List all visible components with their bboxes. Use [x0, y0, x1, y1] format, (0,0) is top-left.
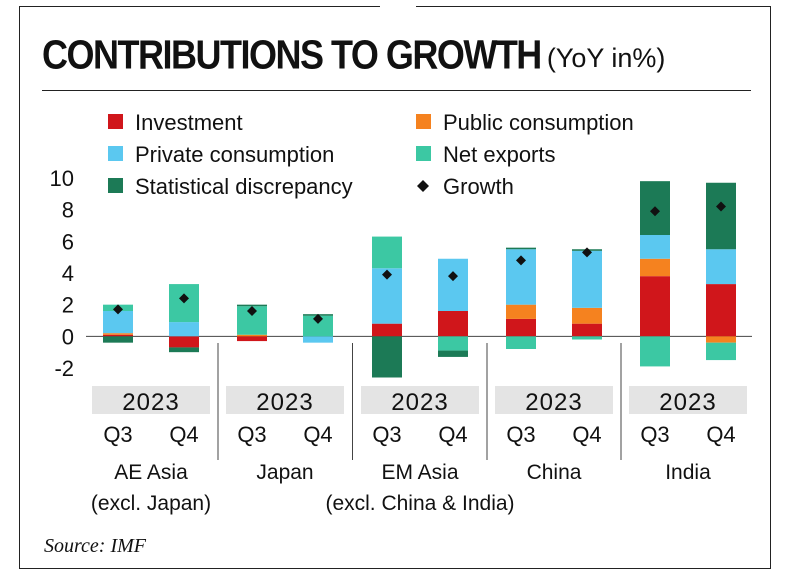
legend-swatch-statistical_discrepancy: [108, 178, 123, 193]
legend-marker-growth: [417, 180, 429, 192]
bar-segment-public_consumption: [103, 333, 133, 335]
bar-segment-investment: [506, 318, 536, 337]
bar-segment-public_consumption: [640, 258, 670, 277]
bar-segment-investment: [572, 323, 602, 337]
bar-segment-investment: [237, 336, 267, 342]
group-label: India: [665, 461, 711, 484]
bar-segment-public_consumption: [706, 336, 736, 343]
quarter-label: Q4: [303, 422, 332, 447]
chart-title-main: CONTRIBUTIONS TO GROWTH: [42, 31, 542, 78]
year-label: 2023: [659, 389, 716, 416]
bar-segment-net_exports: [372, 236, 402, 269]
bar-segment-net_exports: [303, 315, 333, 337]
year-band: [226, 386, 344, 414]
year-label: 2023: [122, 389, 179, 416]
legend-label-net_exports: Net exports: [443, 142, 556, 167]
bar-segment-investment: [103, 334, 133, 337]
bar-segment-private_consumption: [103, 311, 133, 334]
legend-label-public_consumption: Public consumption: [443, 110, 634, 135]
growth-marker: [179, 293, 189, 304]
legend-label-investment: Investment: [135, 110, 243, 135]
y-tick-label: 8: [62, 198, 74, 223]
bar-segment-net_exports: [706, 342, 736, 361]
quarter-label: Q4: [706, 422, 735, 447]
bar-segment-net_exports: [438, 336, 468, 351]
bar-segment-net_exports: [506, 336, 536, 349]
year-band: [629, 386, 747, 414]
group-label: (excl. Japan): [91, 492, 211, 515]
growth-marker: [113, 304, 123, 315]
year-band: [361, 386, 479, 414]
bar-segment-statistical_discrepancy: [103, 336, 133, 343]
legend-label-growth: Growth: [443, 174, 514, 199]
y-tick-label: 6: [62, 229, 74, 254]
legend-swatch-public_consumption: [416, 114, 431, 129]
quarter-label: Q3: [103, 422, 132, 447]
bar-segment-statistical_discrepancy: [706, 182, 736, 250]
bar-segment-statistical_discrepancy: [506, 247, 536, 250]
growth-marker: [516, 255, 526, 266]
year-label: 2023: [391, 389, 448, 416]
growth-marker: [716, 201, 726, 212]
title-rule: [42, 90, 751, 91]
group-label: (excl. China & India): [325, 492, 514, 515]
growth-marker: [313, 313, 323, 324]
y-tick-label: -2: [54, 356, 74, 381]
y-tick-label: 4: [62, 261, 74, 286]
year-label: 2023: [525, 389, 582, 416]
bar-segment-private_consumption: [706, 249, 736, 285]
chart-title-unit: (YoY in%): [546, 43, 666, 73]
y-tick-label: 2: [62, 293, 74, 318]
quarter-label: Q3: [372, 422, 401, 447]
legend-label-private_consumption: Private consumption: [135, 142, 334, 167]
growth-marker: [448, 271, 458, 282]
y-tick-label: 10: [50, 166, 74, 191]
quarter-label: Q3: [640, 422, 669, 447]
year-label: 2023: [256, 389, 313, 416]
bar-segment-net_exports: [572, 336, 602, 340]
quarter-label: Q4: [169, 422, 198, 447]
legend-swatch-private_consumption: [108, 146, 123, 161]
quarter-label: Q3: [237, 422, 266, 447]
bar-segment-net_exports: [640, 336, 670, 367]
bar-segment-private_consumption: [303, 336, 333, 343]
bar-segment-investment: [438, 311, 468, 337]
bar-segment-private_consumption: [169, 322, 199, 337]
bar-segment-private_consumption: [438, 258, 468, 311]
growth-marker: [582, 247, 592, 258]
bar-segment-investment: [640, 276, 670, 337]
bar-segment-public_consumption: [237, 334, 267, 337]
bar-segment-investment: [372, 323, 402, 337]
bar-segment-statistical_discrepancy: [169, 347, 199, 353]
source-note: Source: IMF: [44, 535, 146, 557]
y-tick-label: 0: [62, 324, 74, 349]
quarter-label: Q4: [438, 422, 467, 447]
year-band: [92, 386, 210, 414]
frame-top-gap: [380, 0, 416, 10]
bar-segment-public_consumption: [572, 307, 602, 324]
bar-segment-statistical_discrepancy: [438, 350, 468, 357]
group-label: Japan: [256, 461, 313, 484]
legend-swatch-investment: [108, 114, 123, 129]
bar-segment-statistical_discrepancy: [372, 336, 402, 378]
quarter-label: Q3: [506, 422, 535, 447]
quarter-label: Q4: [572, 422, 601, 447]
growth-marker: [650, 206, 660, 217]
group-label: China: [527, 461, 582, 484]
bar-segment-private_consumption: [572, 250, 602, 308]
group-label: EM Asia: [381, 461, 458, 484]
chart-title: CONTRIBUTIONS TO GROWTH (YoY in%): [42, 31, 666, 78]
growth-marker: [247, 306, 257, 316]
bar-segment-public_consumption: [506, 304, 536, 319]
year-band: [495, 386, 613, 414]
bar-segment-statistical_discrepancy: [237, 304, 267, 307]
bar-segment-investment: [169, 336, 199, 348]
growth-marker: [382, 269, 392, 280]
bar-segment-investment: [706, 284, 736, 337]
legend-label-statistical_discrepancy: Statistical discrepancy: [135, 174, 353, 199]
group-label: AE Asia: [114, 461, 188, 484]
legend-swatch-net_exports: [416, 146, 431, 161]
bar-segment-private_consumption: [640, 235, 670, 259]
